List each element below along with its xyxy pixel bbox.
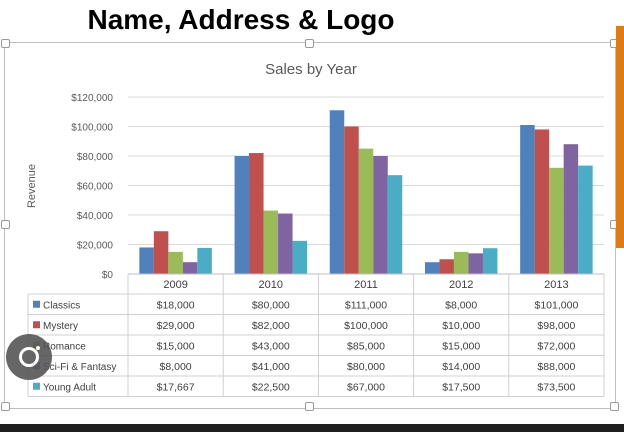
bar: [549, 167, 564, 274]
data-cell: $100,000: [344, 320, 388, 332]
bar: [344, 126, 359, 274]
y-tick-label: $0: [102, 270, 114, 281]
legend-swatch: [33, 382, 40, 390]
bar: [263, 210, 279, 274]
y-tick-label: $60,000: [77, 182, 114, 193]
data-cell: $22,500: [252, 381, 290, 393]
data-cell: $82,000: [252, 320, 290, 332]
bar: [139, 247, 154, 274]
data-cell: $101,000: [535, 299, 579, 311]
data-cell: $80,000: [252, 299, 290, 311]
legend-label: Mystery: [43, 321, 78, 332]
data-cell: $10,000: [442, 320, 480, 332]
bar: [358, 148, 374, 274]
data-cell: $88,000: [537, 361, 575, 373]
data-cell: $17,667: [157, 381, 195, 393]
data-cell: $111,000: [345, 299, 387, 311]
bar: [439, 259, 454, 274]
resize-handle-bottom-middle[interactable]: [305, 402, 314, 411]
legend-swatch: [33, 321, 40, 329]
data-cell: $41,000: [252, 361, 290, 373]
legend-swatch: [33, 300, 40, 308]
chart-title: Sales by Year: [265, 61, 357, 78]
data-cell: $72,000: [537, 340, 575, 352]
bar: [534, 129, 550, 274]
bar: [468, 253, 483, 274]
data-cell: $67,000: [347, 381, 385, 393]
bar: [197, 247, 212, 274]
bar: [563, 144, 579, 274]
data-cell: $43,000: [252, 340, 290, 352]
bar: [329, 110, 345, 275]
data-cell: $17,500: [442, 381, 480, 393]
legend-label: Classics: [43, 300, 80, 311]
x-tick-label: 2013: [544, 279, 568, 291]
x-tick-label: 2010: [259, 279, 283, 291]
bar: [387, 175, 403, 274]
data-cell: $80,000: [347, 361, 385, 373]
resize-handle-bottom-left[interactable]: [1, 402, 10, 411]
chart-frame[interactable]: [4, 42, 616, 409]
x-tick-label: 2009: [163, 279, 187, 291]
data-cell: $15,000: [442, 340, 480, 352]
bottom-bar: [0, 424, 624, 432]
bar: [482, 248, 498, 274]
bar: [373, 156, 388, 274]
bar: [234, 156, 250, 274]
window-edge-strip: [616, 26, 624, 248]
legend-label: Sci-Fi & Fantasy: [43, 362, 116, 373]
data-cell: $14,000: [442, 361, 480, 373]
bar: [424, 262, 440, 274]
resize-handle-top-middle[interactable]: [305, 39, 314, 48]
legend-label: Romance: [43, 341, 86, 352]
data-cell: $98,000: [537, 320, 575, 332]
x-tick-label: 2012: [449, 279, 473, 291]
bar: [520, 125, 535, 275]
resize-handle-top-left[interactable]: [1, 39, 10, 48]
legend-label: Young Adult: [43, 382, 96, 393]
bar: [278, 213, 293, 274]
y-tick-label: $80,000: [77, 152, 114, 163]
y-tick-label: $120,000: [71, 93, 113, 104]
resize-handle-middle-left[interactable]: [1, 220, 10, 229]
data-cell: $8,000: [160, 361, 192, 373]
y-tick-label: $20,000: [77, 241, 114, 252]
data-cell: $8,000: [445, 299, 477, 311]
y-tick-label: $40,000: [77, 211, 114, 222]
resize-handle-bottom-right[interactable]: [610, 402, 619, 411]
bar: [249, 153, 264, 274]
data-cell: $29,000: [157, 320, 195, 332]
data-cell: $18,000: [157, 299, 195, 311]
bar: [578, 165, 593, 274]
bar: [153, 231, 169, 274]
google-lens-icon[interactable]: [6, 334, 52, 380]
x-tick-label: 2011: [354, 279, 378, 291]
y-axis-label: Revenue: [26, 164, 38, 208]
bar: [453, 251, 469, 274]
y-tick-label: $100,000: [71, 123, 113, 134]
bar: [182, 262, 198, 274]
page-heading: Name, Address & Logo: [87, 4, 395, 35]
data-cell: $73,500: [537, 381, 575, 393]
data-cell: $15,000: [157, 340, 195, 352]
bar: [292, 240, 308, 274]
data-cell: $85,000: [347, 340, 385, 352]
bar: [168, 251, 183, 274]
